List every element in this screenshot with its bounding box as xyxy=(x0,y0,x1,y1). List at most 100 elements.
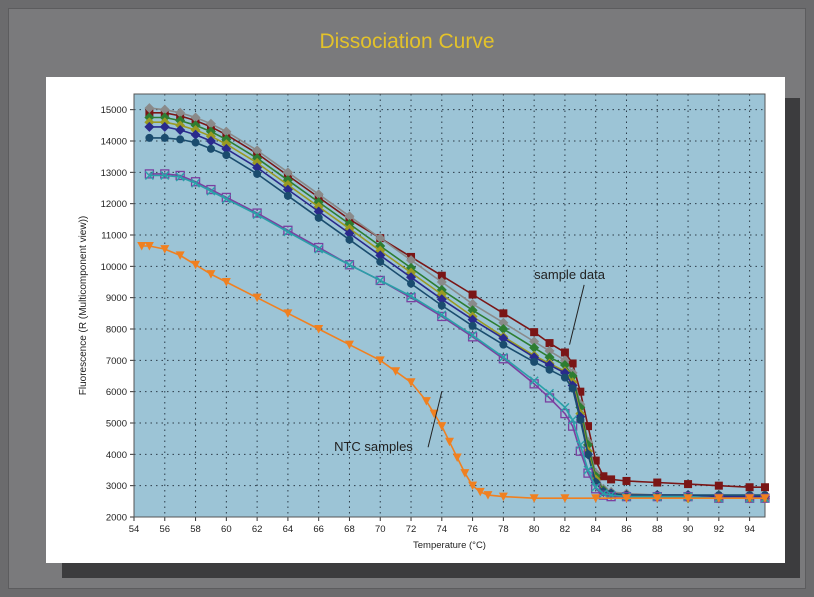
data-point xyxy=(560,402,570,412)
series xyxy=(137,241,770,503)
data-point xyxy=(460,469,470,478)
y-axis-label: Fluorescence (R (Multicomponent view)) xyxy=(78,216,89,396)
data-point xyxy=(282,184,293,195)
data-point xyxy=(283,227,293,237)
data-point xyxy=(568,384,577,393)
y-tick-label: 11000 xyxy=(101,231,127,242)
data-point xyxy=(568,359,577,368)
data-point xyxy=(437,311,447,322)
data-point xyxy=(498,324,509,334)
x-tick-label: 84 xyxy=(590,524,601,535)
data-point xyxy=(144,121,155,132)
data-point xyxy=(252,162,263,173)
data-point xyxy=(344,228,355,239)
data-point xyxy=(144,103,155,114)
data-point xyxy=(175,251,185,260)
x-tick-label: 76 xyxy=(467,524,478,535)
data-point xyxy=(761,483,769,492)
axes: 54 56 58 60 62 64 66 68 70 72 74 76 78 80 82 84 86 88 90 92… xyxy=(101,93,766,535)
data-point xyxy=(560,348,569,357)
data-point xyxy=(191,138,200,147)
data-point xyxy=(498,352,508,362)
y-tick-label: 7000 xyxy=(106,356,127,367)
data-point xyxy=(191,260,201,270)
data-point xyxy=(483,491,493,500)
data-point xyxy=(467,305,478,316)
data-point xyxy=(205,136,216,146)
data-point xyxy=(452,453,462,462)
data-point xyxy=(252,210,262,220)
data-point xyxy=(314,244,324,254)
data-point xyxy=(160,170,170,180)
data-point xyxy=(529,494,539,503)
data-point xyxy=(221,278,231,287)
data-point xyxy=(345,235,354,244)
data-point xyxy=(375,250,386,261)
data-point xyxy=(760,494,770,503)
data-point xyxy=(745,483,754,492)
x-tick-label: 88 xyxy=(652,524,663,535)
data-point xyxy=(406,291,416,301)
data-point xyxy=(437,271,446,280)
data-point xyxy=(175,125,186,136)
y-tick-label: 13000 xyxy=(101,168,127,179)
data-point xyxy=(545,339,554,348)
data-point xyxy=(375,233,386,244)
data-point xyxy=(559,360,570,371)
data-point xyxy=(190,112,201,123)
data-point xyxy=(499,309,508,318)
data-point xyxy=(530,357,539,366)
data-point xyxy=(467,298,478,309)
data-point xyxy=(375,275,385,286)
data-point xyxy=(591,456,600,465)
data-point xyxy=(205,118,216,129)
data-point xyxy=(421,397,431,406)
data-point xyxy=(437,301,446,310)
page-title: Dissociation Curve xyxy=(319,30,495,53)
y-tick-label: 4000 xyxy=(106,450,127,461)
data-point xyxy=(544,352,555,363)
data-point xyxy=(607,475,616,484)
data-point xyxy=(160,169,170,179)
data-point xyxy=(575,440,585,450)
data-point xyxy=(376,257,385,266)
data-point xyxy=(445,437,454,447)
data-point xyxy=(560,373,569,382)
annotation-label: NTC samples xyxy=(334,439,413,454)
data-point xyxy=(591,484,601,494)
data-point xyxy=(175,170,185,181)
x-tick-label: 66 xyxy=(313,524,324,535)
data-point xyxy=(190,129,201,140)
data-point xyxy=(436,294,447,305)
data-point xyxy=(145,133,154,142)
data-point xyxy=(529,376,539,386)
data-point xyxy=(468,290,477,299)
data-point xyxy=(591,482,601,492)
data-point xyxy=(499,340,508,349)
x-tick-label: 86 xyxy=(621,524,632,535)
plot-border xyxy=(133,93,766,518)
x-tick-label: 72 xyxy=(406,524,417,535)
x-axis-label: Temperature (°C) xyxy=(413,540,486,551)
data-point xyxy=(222,151,231,160)
dissociation-chart: 54 56 58 60 62 64 66 68 70 72 74 76 78 80 82 84 86 88 90 92… xyxy=(78,93,770,551)
data-point xyxy=(313,189,324,200)
data-point xyxy=(313,206,324,217)
x-tick-label: 80 xyxy=(529,524,540,535)
data-point xyxy=(684,480,693,489)
data-point xyxy=(144,241,154,251)
data-point xyxy=(714,494,724,503)
data-point xyxy=(583,465,593,475)
data-point xyxy=(467,314,478,325)
data-point xyxy=(437,310,447,320)
y-tick-label: 6000 xyxy=(106,387,127,398)
data-point xyxy=(160,133,169,142)
x-tick-label: 74 xyxy=(437,524,448,535)
data-point xyxy=(468,481,478,491)
data-point xyxy=(407,279,416,288)
annotation-label: sample data xyxy=(534,267,606,282)
data-point xyxy=(221,194,231,204)
data-point xyxy=(498,492,508,502)
data-point xyxy=(252,293,262,303)
data-point xyxy=(467,332,478,342)
